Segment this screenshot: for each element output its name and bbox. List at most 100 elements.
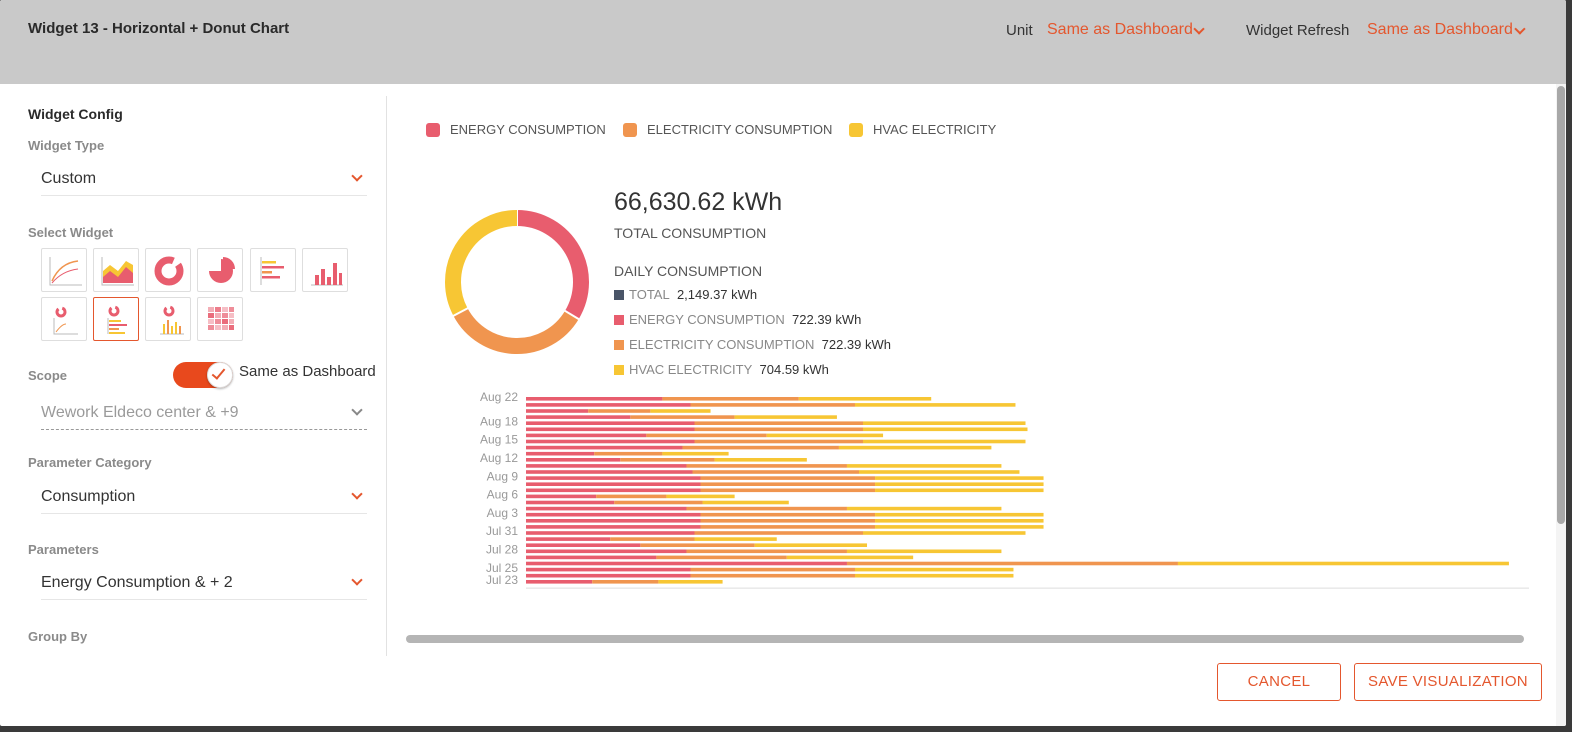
bar-segment[interactable]	[700, 519, 876, 523]
bar-segment[interactable]	[786, 555, 914, 560]
bar-segment[interactable]	[526, 427, 695, 432]
scope-toggle[interactable]	[173, 362, 233, 388]
bar-segment[interactable]	[875, 519, 1044, 523]
bar-segment[interactable]	[526, 543, 641, 547]
bar-segment[interactable]	[798, 397, 932, 401]
bar-segment[interactable]	[846, 464, 1002, 468]
bar-segment[interactable]	[700, 512, 876, 517]
bar-segment[interactable]	[614, 500, 703, 505]
bar-segment[interactable]	[526, 433, 647, 438]
bar-segment[interactable]	[588, 409, 651, 413]
bar-segment[interactable]	[526, 561, 847, 566]
bar-segment[interactable]	[594, 451, 663, 456]
bar-segment[interactable]	[863, 439, 1026, 444]
bar-segment[interactable]	[682, 445, 839, 450]
bar-segment[interactable]	[526, 458, 621, 462]
bar-segment[interactable]	[526, 451, 595, 456]
bar-segment[interactable]	[838, 445, 992, 450]
bar-segment[interactable]	[526, 470, 693, 474]
bar-segment[interactable]	[640, 543, 755, 547]
bar-segment[interactable]	[700, 476, 876, 480]
widget-refresh-dropdown[interactable]: Same as Dashboard	[1367, 21, 1513, 38]
bar-segment[interactable]	[702, 500, 789, 505]
bar-segment[interactable]	[734, 415, 837, 419]
bar-segment[interactable]	[686, 506, 847, 511]
bar-segment[interactable]	[863, 427, 1028, 432]
scope-select[interactable]: Wework Eldeco center & +9	[41, 400, 367, 430]
bar-segment[interactable]	[646, 433, 767, 438]
bar-segment[interactable]	[858, 470, 1020, 474]
bar-segment[interactable]	[863, 531, 1026, 535]
bar-segment[interactable]	[656, 555, 787, 560]
bar-segment[interactable]	[526, 512, 701, 517]
bar-segment[interactable]	[1177, 561, 1509, 566]
horizontal-bar-chart-icon[interactable]	[250, 248, 296, 292]
bar-segment[interactable]	[692, 470, 859, 474]
bar-segment[interactable]	[875, 512, 1044, 517]
bar-segment[interactable]	[875, 482, 1044, 486]
bar-segment[interactable]	[700, 482, 876, 486]
bar-segment[interactable]	[526, 476, 701, 480]
parameters-select[interactable]: Energy Consumption & + 2	[41, 570, 367, 600]
bar-segment[interactable]	[526, 482, 701, 486]
bar-segment[interactable]	[596, 494, 667, 499]
bar-segment[interactable]	[526, 506, 687, 511]
bar-segment[interactable]	[875, 476, 1044, 480]
unit-chevron-down-icon[interactable]	[1193, 23, 1205, 35]
pie-chart-icon[interactable]	[197, 248, 243, 292]
bar-segment[interactable]	[694, 439, 864, 444]
bar-segment[interactable]	[846, 561, 1178, 566]
bar-segment[interactable]	[875, 488, 1044, 493]
bar-segment[interactable]	[694, 531, 864, 535]
bar-segment[interactable]	[854, 403, 1016, 407]
horizontal-scrollbar[interactable]	[406, 635, 1524, 643]
cancel-button[interactable]: CANCEL	[1217, 663, 1341, 701]
bar-segment[interactable]	[526, 573, 691, 578]
save-visualization-button[interactable]: SAVE VISUALIZATION	[1354, 663, 1542, 701]
donut-horizontal-bar-icon[interactable]	[93, 297, 139, 341]
heatmap-icon[interactable]	[197, 297, 243, 341]
bar-segment[interactable]	[875, 525, 1044, 529]
donut-slice-energy-consumption[interactable]	[516, 210, 589, 320]
bar-segment[interactable]	[658, 580, 723, 584]
bar-segment[interactable]	[650, 409, 711, 413]
bar-segment[interactable]	[526, 445, 683, 450]
vertical-scrollbar[interactable]	[1557, 86, 1565, 524]
bar-segment[interactable]	[690, 403, 855, 407]
unit-dropdown[interactable]: Same as Dashboard	[1047, 21, 1193, 38]
line-chart-icon[interactable]	[41, 248, 87, 292]
widget-type-select[interactable]: Custom	[41, 166, 367, 196]
bar-segment[interactable]	[526, 409, 589, 413]
bar-segment[interactable]	[526, 555, 657, 560]
bar-segment[interactable]	[766, 433, 884, 438]
bar-segment[interactable]	[526, 525, 701, 529]
bar-segment[interactable]	[620, 458, 715, 462]
donut-line-chart-icon[interactable]	[41, 297, 87, 341]
bar-segment[interactable]	[666, 494, 735, 499]
bar-segment[interactable]	[690, 567, 855, 572]
bar-segment[interactable]	[526, 415, 631, 419]
bar-segment[interactable]	[610, 537, 695, 541]
donut-slice-electricity-consumption[interactable]	[453, 308, 579, 354]
bar-segment[interactable]	[630, 415, 735, 419]
bar-segment[interactable]	[526, 549, 687, 554]
bar-segment[interactable]	[700, 525, 876, 529]
bar-segment[interactable]	[526, 580, 593, 584]
column-chart-icon[interactable]	[302, 248, 348, 292]
bar-segment[interactable]	[526, 537, 611, 541]
bar-segment[interactable]	[700, 488, 876, 493]
bar-segment[interactable]	[754, 543, 868, 547]
bar-segment[interactable]	[690, 573, 855, 578]
bar-segment[interactable]	[526, 519, 701, 523]
donut-column-chart-icon[interactable]	[145, 297, 191, 341]
area-chart-icon[interactable]	[93, 248, 139, 292]
bar-segment[interactable]	[592, 580, 659, 584]
bar-segment[interactable]	[526, 464, 687, 468]
bar-segment[interactable]	[526, 403, 691, 407]
parameter-category-select[interactable]: Consumption	[41, 484, 367, 514]
bar-segment[interactable]	[714, 458, 807, 462]
bar-segment[interactable]	[846, 506, 1002, 511]
bar-segment[interactable]	[686, 464, 847, 468]
bar-segment[interactable]	[694, 421, 864, 425]
bar-segment[interactable]	[662, 451, 729, 456]
